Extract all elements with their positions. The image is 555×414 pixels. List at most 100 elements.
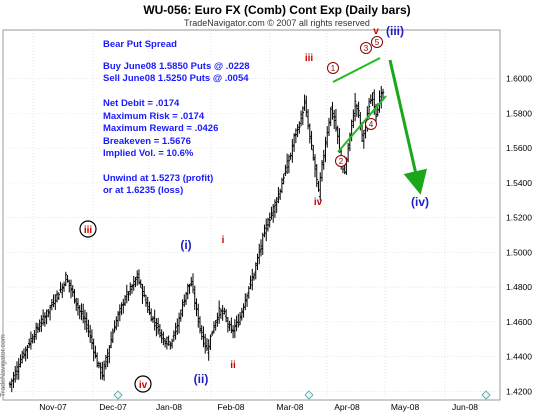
ohlc-bar xyxy=(247,286,250,299)
ohlc-bar xyxy=(207,339,210,361)
ohlc-bar xyxy=(57,292,61,301)
ohlc-bar xyxy=(265,218,268,242)
ohlc-bar xyxy=(181,299,184,317)
ohlc-bar xyxy=(223,307,226,315)
annotation-line-2: Buy June08 1.5850 Puts @ .0228 xyxy=(103,61,250,72)
ohlc-bar xyxy=(62,281,66,292)
annotation-line-3: Sell June08 1.5250 Puts @ .0054 xyxy=(103,73,249,84)
expiry-marker-diamond xyxy=(481,390,491,400)
y-tick-label: 1.4200 xyxy=(506,386,532,396)
ohlc-bar xyxy=(90,329,94,350)
watermark: TradeNavigator.com xyxy=(0,334,7,397)
ohlc-bar xyxy=(109,331,113,349)
ohlc-bar xyxy=(268,212,271,228)
ohlc-bar xyxy=(47,309,50,318)
triangle-marker-1 xyxy=(327,62,339,74)
ohlc-bar xyxy=(29,331,33,350)
y-tick-label: 1.4800 xyxy=(506,282,532,292)
ohlc-bar xyxy=(21,350,24,364)
x-tick-label: Dec-07 xyxy=(99,402,127,412)
ohlc-bar xyxy=(92,338,95,362)
ohlc-bar xyxy=(217,300,221,324)
ohlc-bar xyxy=(118,304,122,322)
ohlc-bar xyxy=(322,149,325,170)
chart-title: WU-056: Euro FX (Comb) Cont Exp (Daily b… xyxy=(143,3,410,17)
ohlc-bar xyxy=(292,133,296,152)
annotation-line-10: or at 1.6235 (loss) xyxy=(103,185,183,196)
ohlc-bar xyxy=(179,309,183,322)
ohlc-bar xyxy=(191,273,195,293)
ohlc-bar xyxy=(40,315,43,332)
x-axis: Nov-07 Dec-07 Jan-08 Feb-08 Mar-08 Apr-08 May-… xyxy=(39,402,478,412)
ohlc-bar xyxy=(36,323,40,333)
strategy-annotation: Bear Put Spread Buy June08 1.5850 Puts @… xyxy=(103,39,250,196)
ohlc-bar xyxy=(216,312,219,327)
ohlc-bar xyxy=(303,94,306,111)
triangle-marker-4 xyxy=(365,118,377,130)
ohlc-bar xyxy=(371,92,374,106)
ohlc-bar xyxy=(26,344,29,359)
ohlc-bar xyxy=(48,304,52,321)
ohlc-bar xyxy=(111,328,115,344)
y-axis: 1.6000 1.5800 1.5600 1.5400 1.5200 1.5000 1.48… xyxy=(506,74,532,397)
ohlc-bar xyxy=(141,283,144,304)
ohlc-bar xyxy=(120,302,123,316)
wave-label-ii-red: ii xyxy=(230,360,236,371)
ohlc-bar xyxy=(68,279,71,293)
ohlc-bar xyxy=(104,354,108,370)
ohlc-bar xyxy=(200,325,203,340)
ohlc-bar xyxy=(346,142,350,163)
wave-circle-iv xyxy=(134,375,152,393)
ohlc-bar xyxy=(143,286,146,298)
ohlc-bar xyxy=(183,294,186,307)
trendlines xyxy=(332,57,387,153)
ohlc-bar xyxy=(193,285,196,311)
x-tick-label: Feb-08 xyxy=(218,402,245,412)
y-tick-label: 1.4400 xyxy=(506,352,532,362)
ohlc-bar xyxy=(315,163,318,188)
y-tick-label: 1.5800 xyxy=(506,108,532,118)
annotation-line-9: Unwind at 1.5273 (profit) xyxy=(103,173,213,184)
ohlc-bar xyxy=(136,270,139,286)
ohlc-bar xyxy=(197,303,200,328)
ohlc-bar xyxy=(69,279,73,299)
ohlc-bar xyxy=(12,371,15,389)
wave-label-ii-blue: (ii) xyxy=(194,372,209,386)
ohlc-bar xyxy=(73,289,76,304)
annotation-line-7: Breakeven = 1.5676 xyxy=(103,136,191,147)
ohlc-bar xyxy=(291,139,294,163)
ohlc-bar xyxy=(132,275,135,291)
ohlc-bar xyxy=(301,106,305,125)
ohlc-bar xyxy=(329,107,332,127)
ohlc-bar xyxy=(186,283,189,300)
ohlc-bar xyxy=(251,268,254,291)
ohlc-bar xyxy=(123,295,127,307)
ohlc-bar xyxy=(14,365,17,383)
x-tick-label: Mar-08 xyxy=(277,402,304,412)
triangle-marker-5 xyxy=(371,36,383,48)
triangle-point-5: 5 xyxy=(375,38,380,47)
ohlc-bar xyxy=(82,303,85,324)
ohlc-bar xyxy=(230,317,233,334)
ohlc-bar xyxy=(97,361,101,369)
y-tick-label: 1.5600 xyxy=(506,143,532,153)
ohlc-bar xyxy=(331,101,334,120)
ohlc-bar xyxy=(125,284,128,304)
price-bars xyxy=(8,85,385,393)
ohlc-bar xyxy=(45,309,48,325)
wave-label-iii-red: iii xyxy=(305,53,314,64)
ohlc-bar xyxy=(221,304,224,321)
ohlc-bar xyxy=(88,324,92,344)
ohlc-bar xyxy=(71,285,74,297)
ohlc-bar xyxy=(137,269,141,285)
ohlc-bar xyxy=(108,345,111,364)
ohlc-bar xyxy=(149,308,153,322)
ohlc-bar xyxy=(158,324,162,338)
ohlc-bar xyxy=(238,311,242,326)
ohlc-bar xyxy=(55,290,59,303)
ohlc-bar xyxy=(102,360,106,381)
expiry-marker-diamond xyxy=(113,390,123,400)
ohlc-bar xyxy=(305,95,308,117)
ohlc-bar xyxy=(209,334,212,350)
ohlc-bar xyxy=(310,130,313,150)
